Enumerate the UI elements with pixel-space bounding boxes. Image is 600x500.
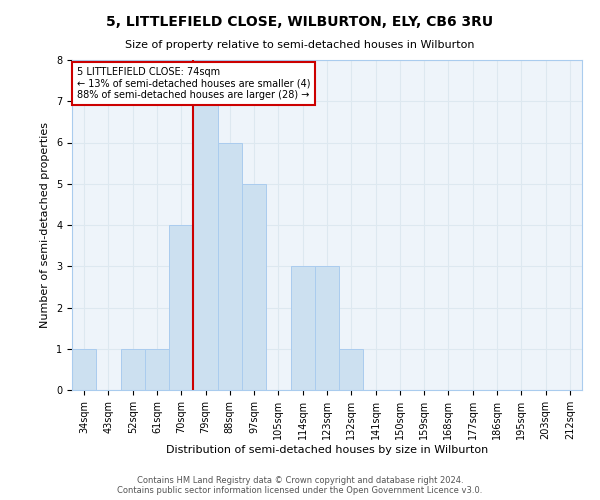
Bar [72,349,96,390]
Text: Contains HM Land Registry data © Crown copyright and database right 2024.
Contai: Contains HM Land Registry data © Crown c… [118,476,482,495]
Bar [169,225,193,390]
Bar [193,101,218,390]
Bar [339,349,364,390]
Bar [242,184,266,390]
Bar [290,266,315,390]
X-axis label: Distribution of semi-detached houses by size in Wilburton: Distribution of semi-detached houses by … [166,444,488,454]
Bar [121,349,145,390]
Text: 5 LITTLEFIELD CLOSE: 74sqm
← 13% of semi-detached houses are smaller (4)
88% of : 5 LITTLEFIELD CLOSE: 74sqm ← 13% of semi… [77,66,311,100]
Bar [145,349,169,390]
Y-axis label: Number of semi-detached properties: Number of semi-detached properties [40,122,50,328]
Bar [315,266,339,390]
Text: Size of property relative to semi-detached houses in Wilburton: Size of property relative to semi-detach… [125,40,475,50]
Text: 5, LITTLEFIELD CLOSE, WILBURTON, ELY, CB6 3RU: 5, LITTLEFIELD CLOSE, WILBURTON, ELY, CB… [106,15,494,29]
Bar [218,142,242,390]
